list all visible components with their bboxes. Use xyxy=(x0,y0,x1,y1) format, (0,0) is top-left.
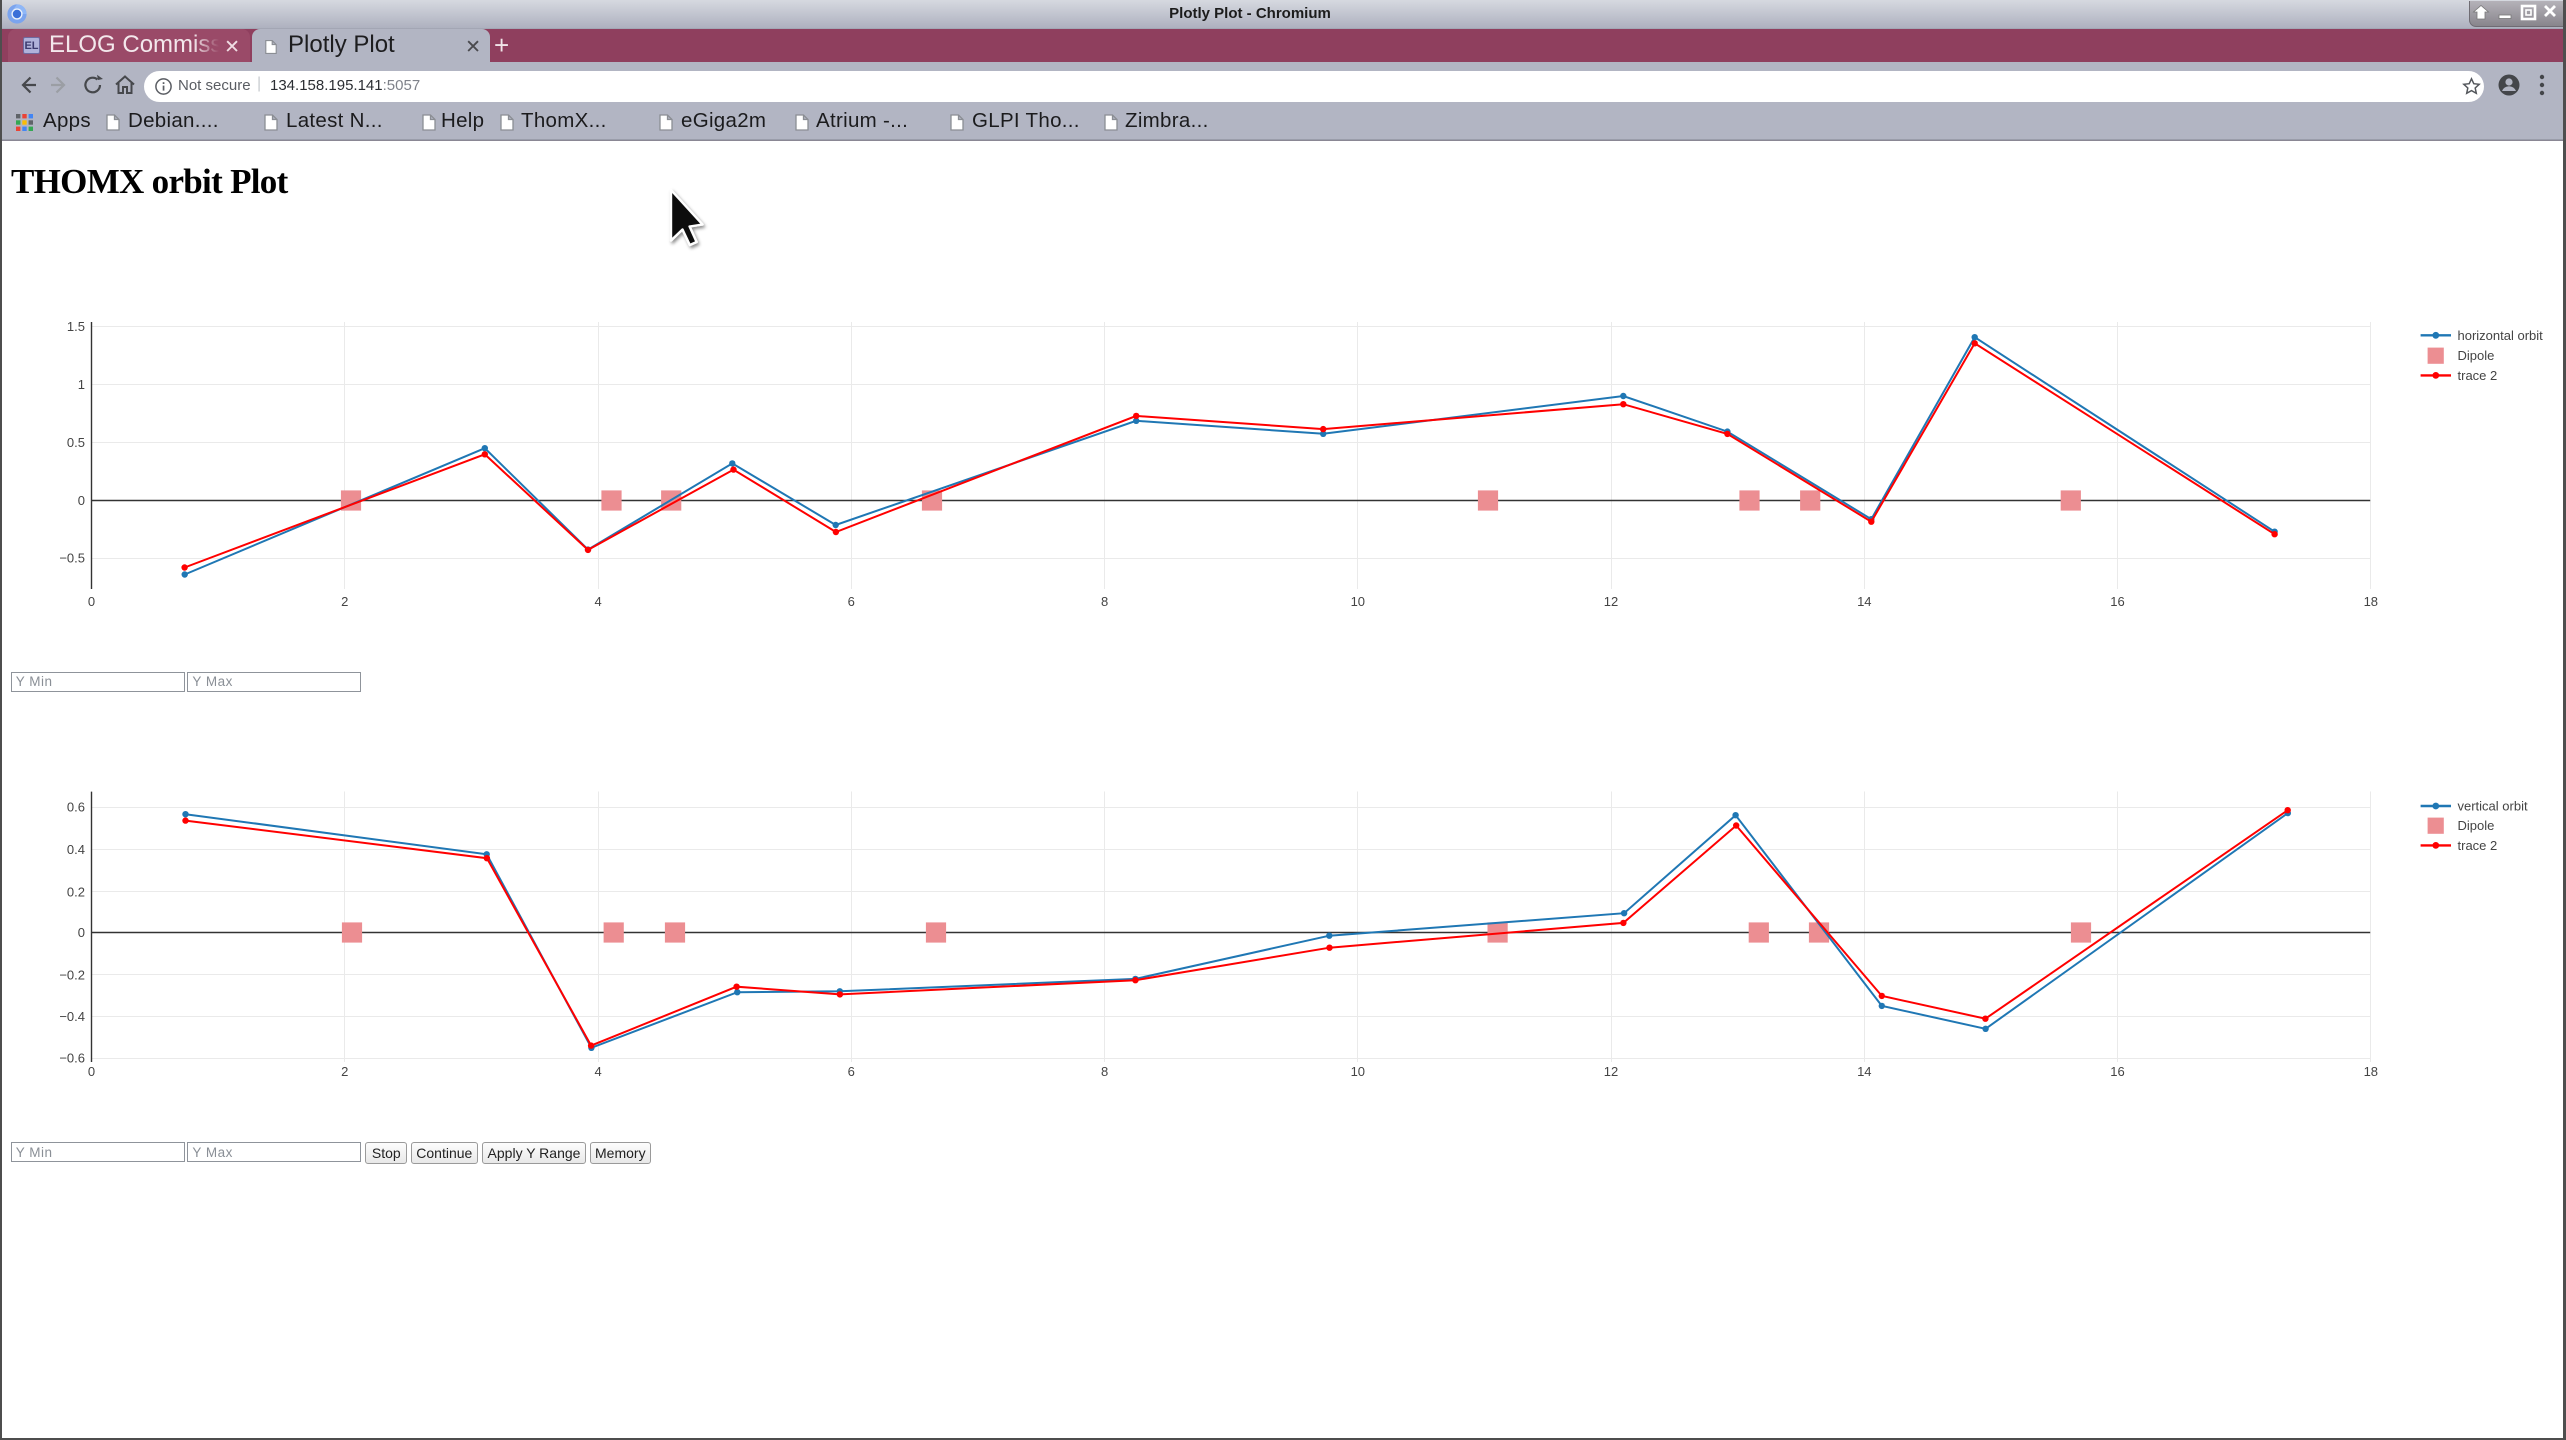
svg-text:1.5: 1.5 xyxy=(67,319,85,334)
svg-text:horizontal orbit: horizontal orbit xyxy=(2458,328,2544,343)
svg-text:16: 16 xyxy=(2110,1064,2124,1079)
svg-text:−0.2: −0.2 xyxy=(59,967,85,982)
svg-text:trace 2: trace 2 xyxy=(2458,368,2498,383)
svg-text:0.4: 0.4 xyxy=(67,842,85,857)
svg-text:Dipole: Dipole xyxy=(2458,818,2495,833)
svg-text:2: 2 xyxy=(341,1064,348,1079)
svg-text:−0.4: −0.4 xyxy=(59,1009,85,1024)
svg-text:8: 8 xyxy=(1101,1064,1108,1079)
svg-text:10: 10 xyxy=(1351,1064,1365,1079)
svg-text:4: 4 xyxy=(594,594,601,609)
svg-text:0: 0 xyxy=(88,1064,95,1079)
svg-text:1: 1 xyxy=(78,377,85,392)
svg-text:14: 14 xyxy=(1857,594,1871,609)
svg-text:2: 2 xyxy=(341,594,348,609)
svg-text:trace 2: trace 2 xyxy=(2458,838,2498,853)
svg-text:vertical orbit: vertical orbit xyxy=(2458,799,2528,814)
svg-text:0: 0 xyxy=(78,493,85,508)
svg-text:6: 6 xyxy=(848,594,855,609)
svg-text:0: 0 xyxy=(88,594,95,609)
svg-text:4: 4 xyxy=(594,1064,601,1079)
svg-text:12: 12 xyxy=(1604,594,1618,609)
svg-text:18: 18 xyxy=(2364,594,2378,609)
svg-text:0.6: 0.6 xyxy=(67,800,85,815)
svg-text:6: 6 xyxy=(848,1064,855,1079)
svg-text:8: 8 xyxy=(1101,594,1108,609)
svg-text:14: 14 xyxy=(1857,1064,1871,1079)
svg-text:10: 10 xyxy=(1351,594,1365,609)
svg-text:0: 0 xyxy=(78,925,85,940)
svg-text:0.2: 0.2 xyxy=(67,884,85,899)
svg-text:16: 16 xyxy=(2110,594,2124,609)
svg-text:0.5: 0.5 xyxy=(67,435,85,450)
svg-text:Dipole: Dipole xyxy=(2458,348,2495,363)
svg-text:12: 12 xyxy=(1604,1064,1618,1079)
svg-text:−0.6: −0.6 xyxy=(59,1051,85,1066)
svg-text:18: 18 xyxy=(2364,1064,2378,1079)
svg-text:−0.5: −0.5 xyxy=(59,551,85,566)
